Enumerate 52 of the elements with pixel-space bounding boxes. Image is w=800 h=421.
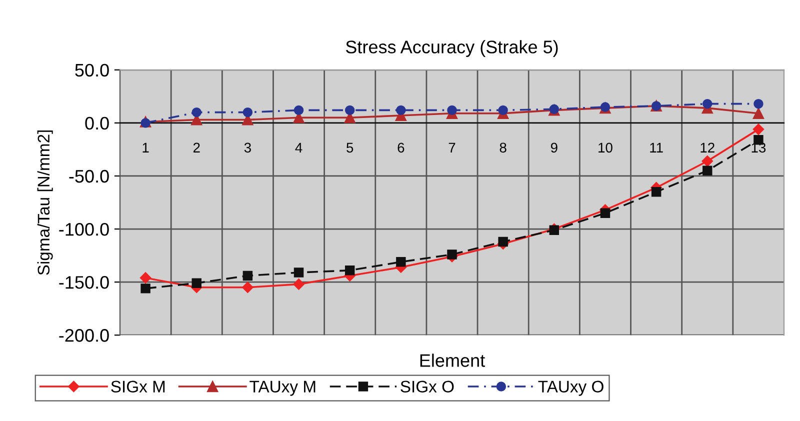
point [242, 270, 253, 281]
point [752, 108, 764, 119]
y-tick-label: -50.0 [69, 170, 109, 183]
point [702, 98, 712, 109]
y-tick-label: -100.0 [59, 222, 109, 236]
point [752, 124, 764, 135]
x-tick-label: 8 [500, 142, 506, 153]
y-tick-label: 50.0 [75, 64, 109, 77]
x-axis-title: Element [420, 354, 485, 367]
y-tick-label: 0.0 [85, 116, 109, 130]
point [702, 156, 713, 167]
point [192, 278, 202, 288]
legend-label: SIGx O [400, 380, 454, 393]
point [344, 266, 355, 276]
point [396, 105, 406, 116]
point [140, 272, 152, 284]
x-tick-label: 12 [700, 142, 714, 152]
point [242, 107, 253, 118]
x-tick-label: 6 [398, 142, 404, 153]
chart-title: Stress Accuracy (Strake 5) [346, 40, 558, 57]
point [702, 166, 712, 176]
point [294, 268, 304, 278]
x-tick-label: 10 [598, 142, 612, 153]
point [498, 236, 508, 247]
x-tick-label: 4 [295, 142, 302, 152]
point [651, 187, 662, 197]
point [140, 284, 150, 294]
x-tick-label: 2 [193, 142, 200, 152]
point [344, 105, 355, 116]
x-tick-label: 11 [650, 142, 663, 152]
x-tick-label: 7 [448, 142, 456, 152]
y-tick-label: -150.0 [59, 276, 109, 289]
y-tick-label: -200.0 [59, 329, 109, 342]
point [293, 278, 304, 290]
x-tick-label: 3 [244, 142, 251, 153]
point [396, 257, 406, 267]
y-axis-title: Sigma/Tau [N/mm2] [37, 130, 53, 275]
point [140, 118, 150, 128]
x-tick-label: 9 [550, 142, 558, 153]
point [242, 282, 254, 293]
legend-label: SIGx M [111, 380, 165, 393]
x-tick-label: 1 [142, 142, 149, 152]
legend-label: TAUxy M [250, 380, 316, 396]
point [600, 208, 610, 218]
point [754, 98, 764, 109]
point [447, 250, 457, 260]
point [498, 105, 508, 116]
point [294, 105, 304, 116]
x-tick-label: 5 [346, 142, 354, 153]
point [447, 105, 457, 116]
legend-label: TAUxy O [538, 380, 604, 396]
point [192, 107, 202, 118]
